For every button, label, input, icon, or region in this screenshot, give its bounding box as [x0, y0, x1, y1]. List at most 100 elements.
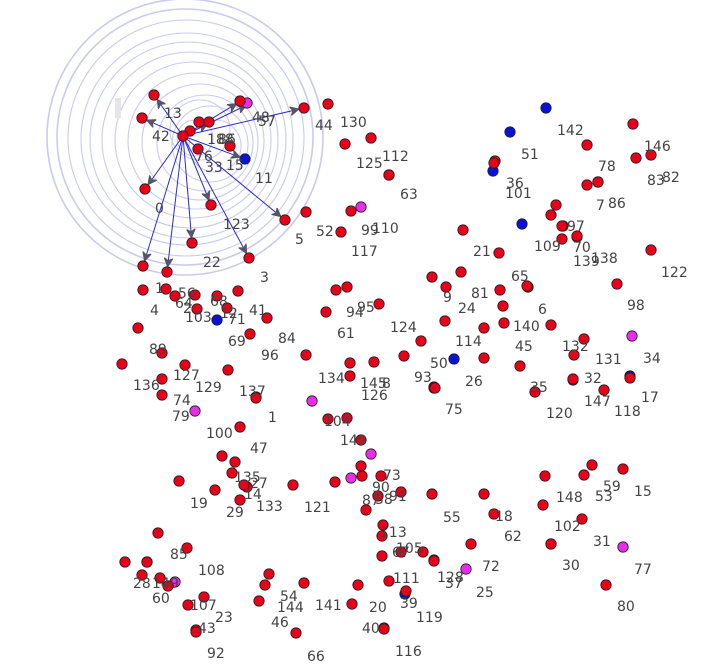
graph-node[interactable] — [415, 335, 427, 347]
graph-node[interactable] — [545, 538, 557, 550]
graph-node[interactable] — [152, 527, 164, 539]
graph-node[interactable] — [345, 205, 357, 217]
graph-node[interactable] — [137, 284, 149, 296]
graph-node[interactable] — [545, 209, 557, 221]
graph-node[interactable] — [494, 284, 506, 296]
graph-node[interactable] — [306, 395, 318, 407]
graph-node[interactable] — [154, 572, 166, 584]
graph-node[interactable] — [439, 315, 451, 327]
graph-node[interactable] — [488, 508, 500, 520]
graph-node[interactable] — [383, 575, 395, 587]
graph-node[interactable] — [465, 538, 477, 550]
graph-node[interactable] — [373, 298, 385, 310]
graph-node[interactable] — [645, 244, 657, 256]
graph-node[interactable] — [320, 306, 332, 318]
graph-node[interactable] — [198, 591, 210, 603]
graph-node[interactable] — [300, 349, 312, 361]
graph-node[interactable] — [287, 479, 299, 491]
graph-node[interactable] — [239, 153, 251, 165]
graph-node[interactable] — [426, 488, 438, 500]
graph-node[interactable] — [345, 472, 357, 484]
graph-node[interactable] — [545, 319, 557, 331]
graph-node[interactable] — [568, 349, 580, 361]
graph-node[interactable] — [341, 281, 353, 293]
graph-node[interactable] — [253, 595, 265, 607]
graph-node[interactable] — [229, 456, 241, 468]
graph-node[interactable] — [330, 284, 342, 296]
graph-node[interactable] — [398, 350, 410, 362]
graph-node[interactable] — [365, 448, 377, 460]
graph-node[interactable] — [478, 488, 490, 500]
graph-node[interactable] — [356, 470, 368, 482]
graph-node[interactable] — [339, 138, 351, 150]
graph-node[interactable] — [335, 226, 347, 238]
graph-node[interactable] — [493, 247, 505, 259]
graph-node[interactable] — [190, 626, 202, 638]
graph-node[interactable] — [497, 300, 509, 312]
graph-node[interactable] — [521, 280, 533, 292]
graph-node[interactable] — [211, 290, 223, 302]
graph-node[interactable] — [141, 556, 153, 568]
graph-node[interactable] — [598, 384, 610, 396]
graph-node[interactable] — [395, 486, 407, 498]
graph-node[interactable] — [457, 224, 469, 236]
graph-node[interactable] — [383, 169, 395, 181]
graph-node[interactable] — [261, 312, 273, 324]
graph-node[interactable] — [355, 460, 367, 472]
graph-node[interactable] — [137, 260, 149, 272]
graph-node[interactable] — [298, 577, 310, 589]
graph-node[interactable] — [627, 118, 639, 130]
graph-node[interactable] — [177, 130, 189, 142]
graph-node[interactable] — [189, 289, 201, 301]
graph-node[interactable] — [360, 504, 372, 516]
graph-node[interactable] — [571, 230, 583, 242]
graph-node[interactable] — [136, 569, 148, 581]
graph-node[interactable] — [148, 89, 160, 101]
graph-node[interactable] — [116, 358, 128, 370]
graph-node[interactable] — [209, 484, 221, 496]
graph-node[interactable] — [478, 322, 490, 334]
graph-node[interactable] — [355, 201, 367, 213]
graph-node[interactable] — [617, 541, 629, 553]
graph-node[interactable] — [592, 176, 604, 188]
graph-node[interactable] — [355, 434, 367, 446]
graph-node[interactable] — [440, 281, 452, 293]
graph-node[interactable] — [192, 143, 204, 155]
graph-node[interactable] — [586, 459, 598, 471]
graph-node[interactable] — [460, 563, 472, 575]
graph-node[interactable] — [191, 303, 203, 315]
graph-node[interactable] — [298, 102, 310, 114]
graph-node[interactable] — [156, 373, 168, 385]
graph-node[interactable] — [600, 579, 612, 591]
graph-node[interactable] — [244, 328, 256, 340]
graph-node[interactable] — [611, 278, 623, 290]
graph-node[interactable] — [377, 519, 389, 531]
graph-node[interactable] — [537, 499, 549, 511]
graph-node[interactable] — [322, 413, 334, 425]
graph-node[interactable] — [234, 95, 246, 107]
graph-node[interactable] — [400, 585, 412, 597]
graph-node[interactable] — [539, 470, 551, 482]
graph-node[interactable] — [243, 252, 255, 264]
graph-node[interactable] — [376, 550, 388, 562]
graph-node[interactable] — [156, 347, 168, 359]
graph-node[interactable] — [132, 322, 144, 334]
graph-node[interactable] — [428, 555, 440, 567]
graph-node[interactable] — [576, 513, 588, 525]
graph-node[interactable] — [352, 579, 364, 591]
graph-node[interactable] — [372, 490, 384, 502]
graph-node[interactable] — [160, 283, 172, 295]
graph-node[interactable] — [504, 126, 516, 138]
graph-node[interactable] — [322, 98, 334, 110]
graph-node[interactable] — [368, 356, 380, 368]
graph-node[interactable] — [344, 370, 356, 382]
graph-node[interactable] — [161, 266, 173, 278]
graph-node[interactable] — [259, 579, 271, 591]
graph-node[interactable] — [169, 290, 181, 302]
graph-node[interactable] — [626, 330, 638, 342]
graph-node[interactable] — [448, 353, 460, 365]
graph-node[interactable] — [222, 364, 234, 376]
graph-node[interactable] — [346, 598, 358, 610]
graph-node[interactable] — [216, 450, 228, 462]
graph-node[interactable] — [119, 556, 131, 568]
